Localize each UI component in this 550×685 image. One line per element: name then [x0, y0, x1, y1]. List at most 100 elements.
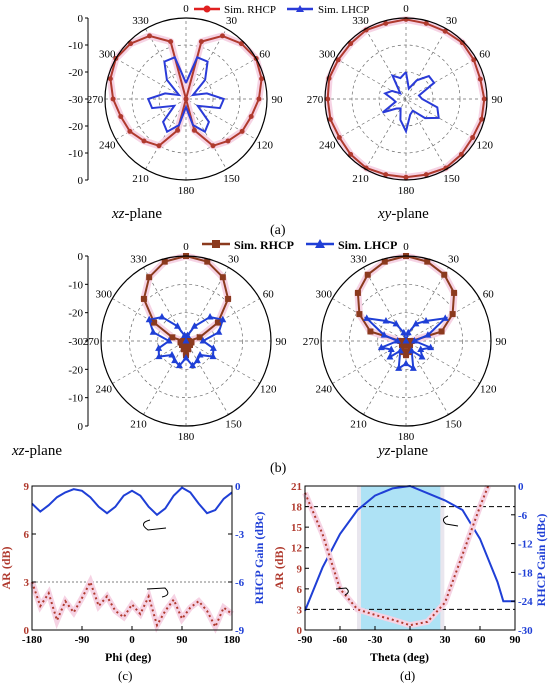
rhcp-point	[325, 96, 331, 102]
y-tick-label-right: -24	[518, 596, 533, 608]
polar-ring-1	[348, 283, 464, 399]
angle-label: 0	[183, 241, 189, 253]
x-tick-label: -30	[368, 634, 383, 646]
legend-a-rhcp-marker	[203, 5, 211, 13]
y-tick-label-right: -18	[518, 567, 533, 579]
angle-label: 210	[350, 418, 367, 430]
rhcp-point	[140, 295, 147, 302]
angle-label: 300	[319, 49, 336, 61]
angle-label: 30	[228, 254, 240, 266]
polar-outer	[104, 17, 268, 181]
angle-label: 150	[225, 418, 242, 430]
polar-outer	[320, 255, 492, 427]
rhcp-point	[169, 334, 176, 341]
rhcp-point	[161, 258, 168, 265]
polar-outer	[100, 255, 272, 427]
rhcp-point	[335, 57, 341, 63]
angle-label: 270	[87, 94, 104, 106]
angle-label: 120	[260, 384, 277, 396]
legend-b-lhcp: Sim. LHCP	[338, 238, 397, 252]
rhcp-point	[438, 328, 445, 335]
rhcp-point	[364, 271, 371, 278]
radial-tick-label: -20	[68, 121, 83, 133]
angle-label: 180	[398, 431, 415, 443]
y-tick-label-left: 21	[291, 481, 302, 493]
angle-label: 90	[496, 336, 508, 348]
rhcp-point	[354, 289, 361, 296]
angle-label: 30	[446, 15, 458, 27]
lhcp-point	[404, 328, 412, 336]
angle-label: 300	[99, 49, 116, 61]
rhcp-point	[348, 151, 354, 157]
arrow-right-axis	[143, 519, 167, 531]
lhcp-point	[182, 354, 190, 361]
rhcp-point	[471, 57, 477, 63]
rhcp-point	[356, 311, 363, 318]
rhcp-point	[458, 151, 464, 157]
lhcp-point	[412, 319, 420, 327]
polar-spoke	[335, 58, 477, 140]
angle-label: 330	[350, 254, 367, 266]
angle-label: 210	[130, 418, 147, 430]
lhcp-point	[411, 337, 418, 344]
y-tick-label-left: 9	[297, 563, 303, 575]
y-tick-label-right: -6	[235, 577, 245, 589]
angle-label: 120	[480, 384, 497, 396]
radial-tick-label: -10	[68, 279, 83, 291]
lhcp-point	[377, 343, 385, 351]
arrow-left-axis	[146, 587, 169, 598]
x-tick-label: -180	[22, 634, 43, 646]
x-tick-label: -60	[333, 634, 348, 646]
angle-label: 300	[95, 289, 112, 301]
lhcp-point	[402, 337, 410, 344]
rhcp-point	[424, 258, 431, 265]
rhcp-point	[168, 39, 174, 45]
rhcp-point	[348, 41, 354, 47]
radial-tick-label: -10	[68, 148, 83, 160]
rhcp-point	[151, 319, 158, 326]
x-tick-label: -90	[298, 634, 313, 646]
radial-tick-label: -30	[68, 94, 83, 106]
rhcp-point	[225, 138, 231, 144]
polar-spoke	[335, 58, 477, 140]
rhcp-point	[185, 346, 192, 353]
lhcp-point	[396, 346, 404, 354]
plane-label-a-left: xz-plane	[111, 206, 162, 222]
radial-tick-label: -20	[68, 67, 83, 79]
lhcp-line	[381, 71, 440, 135]
lhcp-point	[165, 337, 173, 344]
gain-line	[31, 486, 233, 517]
rhcp-point	[398, 342, 405, 349]
lhcp-point	[417, 345, 425, 352]
lhcp-point	[171, 356, 179, 364]
rhcp-point	[183, 96, 189, 102]
plane-label-b-right: yz-plane	[376, 443, 428, 459]
rhcp-point	[327, 116, 333, 122]
y-tick-label-right: -9	[235, 625, 245, 637]
legend-a-lhcp-marker	[296, 5, 304, 12]
rhcp-point	[423, 172, 429, 178]
rhcp-point	[423, 20, 429, 26]
lhcp-point	[380, 331, 388, 338]
lhcp-point	[193, 356, 201, 364]
y-tick-label-left: 12	[291, 543, 303, 555]
angle-label: 270	[307, 94, 324, 106]
rhcp-point	[147, 33, 153, 39]
ylabel-right-c: RHCP Gain (dBc)	[252, 512, 266, 605]
rhcp-point	[259, 76, 265, 82]
rhcp-point	[479, 116, 485, 122]
rhcp-point	[214, 319, 221, 326]
ar-halo	[29, 574, 234, 634]
angle-label: 210	[352, 173, 369, 185]
rhcp-point	[219, 33, 225, 39]
lhcp-point	[209, 344, 217, 351]
rhcp-point	[219, 274, 226, 281]
y-tick-label-left: 6	[24, 529, 30, 541]
radial-tick-label: -10	[68, 393, 83, 405]
rhcp-point	[127, 128, 133, 134]
gain-line	[304, 484, 515, 612]
y-tick-label-left: 9	[24, 481, 30, 493]
rhcp-point	[107, 76, 113, 82]
lhcp-point	[206, 312, 214, 320]
lhcp-point	[155, 344, 163, 351]
